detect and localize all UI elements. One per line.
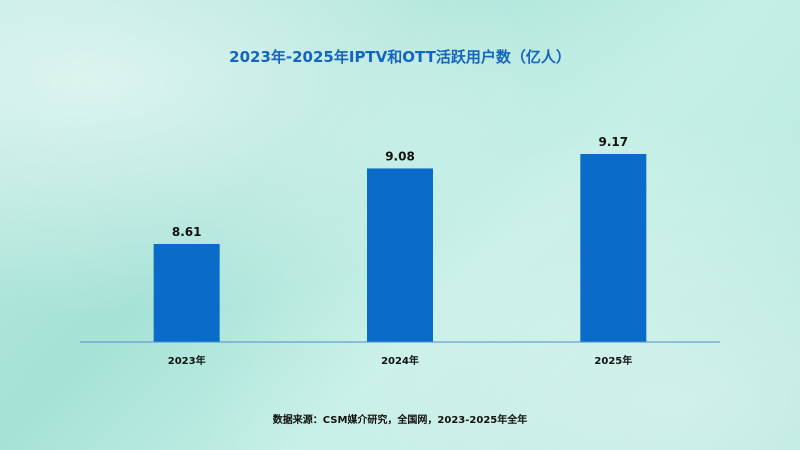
x-tick-label: 2023年	[168, 354, 206, 367]
bar-2025年	[580, 153, 647, 342]
bar-2024年	[367, 168, 433, 342]
source-note: 数据来源：CSM媒介研究，全国网，2023-2025年全年	[272, 415, 528, 426]
data-label: 9.17	[599, 135, 629, 149]
x-tick-label: 2024年	[381, 354, 419, 367]
data-label: 9.08	[385, 149, 415, 163]
bar-2023年	[153, 243, 220, 342]
data-label: 8.61	[172, 225, 202, 239]
x-tick-label: 2025年	[594, 354, 632, 367]
chart-title: 2023年-2025年IPTV和OTT活跃用户数（亿人）	[229, 48, 571, 66]
